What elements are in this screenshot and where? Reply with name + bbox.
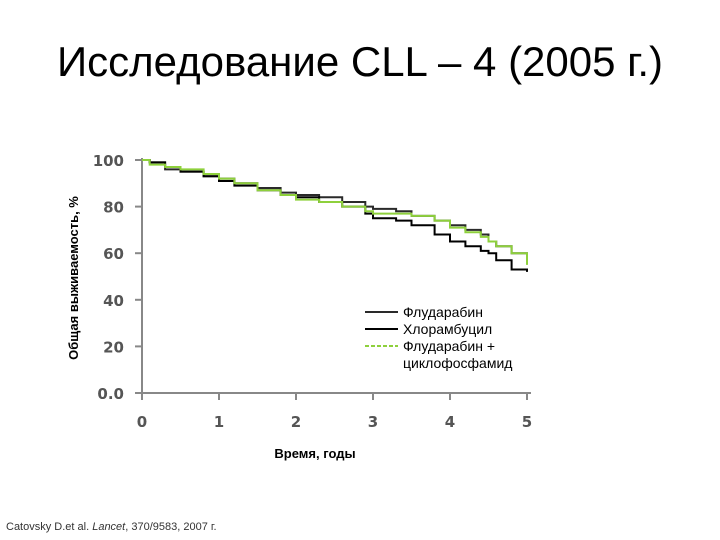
chart-series [142, 159, 528, 272]
citation-journal: Lancet [92, 521, 126, 533]
y-tick-label: 80 [103, 199, 124, 217]
y-tick-label: 60 [103, 245, 124, 263]
legend-label-1: Флударабин [403, 304, 483, 320]
x-tick-label: 5 [522, 413, 532, 431]
series-line-1 [142, 159, 528, 256]
x-tick-label: 4 [445, 413, 455, 431]
legend-label-3: Флударабин + циклофосфамид [403, 338, 512, 371]
citation-authors: Catovsky D.et al. [6, 521, 93, 533]
citation-rest: , 370/9583, 2007 г. [125, 521, 217, 533]
y-tick-label: 40 [103, 292, 124, 310]
legend-label-2: Хлорамбуцил [403, 321, 492, 337]
x-tick-label: 1 [214, 413, 224, 431]
y-tick-label: 20 [103, 338, 124, 356]
y-tick-label: 100 [93, 152, 124, 170]
chart-axes [141, 158, 531, 394]
chart-ticks: 0 1 2 3 4 5 0.0 20 40 60 80 100 [93, 152, 533, 431]
y-axis-title: Общая выживаемость, % [66, 196, 81, 360]
x-tick-label: 0 [137, 413, 147, 431]
y-tick-label: 0.0 [97, 385, 124, 403]
citation: Catovsky D.et al. Lancet, 370/9583, 2007… [6, 521, 217, 533]
x-tick-label: 3 [368, 413, 378, 431]
slide-title: Исследование CLL – 4 (2005 г.) [56, 38, 664, 85]
series-line-3 [142, 159, 528, 265]
x-tick-label: 2 [291, 413, 301, 431]
series-line-2 [142, 159, 528, 272]
x-axis-title: Время, годы [274, 446, 355, 461]
